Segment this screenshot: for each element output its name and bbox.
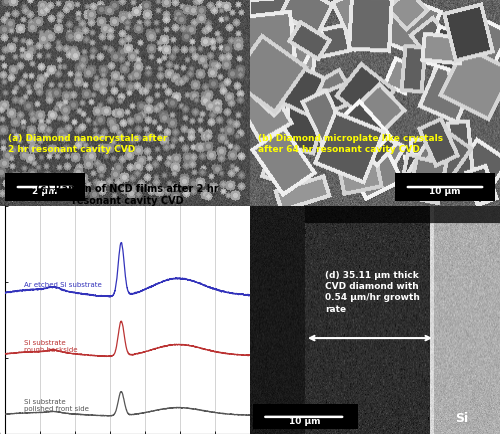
Text: 10 μm: 10 μm: [429, 187, 461, 196]
Text: Si substrate
rough backside: Si substrate rough backside: [24, 339, 78, 352]
Text: 2 μm: 2 μm: [32, 187, 58, 196]
FancyBboxPatch shape: [5, 173, 85, 202]
Text: Si: Si: [455, 411, 468, 424]
Text: (a) Diamond nanocrystals after
2 hr resonant cavity CVD: (a) Diamond nanocrystals after 2 hr reso…: [8, 134, 167, 154]
FancyBboxPatch shape: [252, 404, 358, 430]
FancyBboxPatch shape: [395, 173, 495, 202]
Text: 10 μm: 10 μm: [289, 416, 321, 425]
Text: Si substrate
polished front side: Si substrate polished front side: [24, 398, 89, 411]
Text: (b) Diamond microplate like crystals
after 64 hr resonant cavity CVD: (b) Diamond microplate like crystals aft…: [258, 134, 442, 154]
Text: Ar etched Si substrate: Ar etched Si substrate: [24, 281, 102, 287]
Text: (d) 35.11 μm thick
CVD diamond with
0.54 μm/hr growth
rate: (d) 35.11 μm thick CVD diamond with 0.54…: [325, 270, 420, 313]
Title: (c) Raman of NCD films after 2 hr
resonant cavity CVD: (c) Raman of NCD films after 2 hr resona…: [36, 184, 219, 205]
